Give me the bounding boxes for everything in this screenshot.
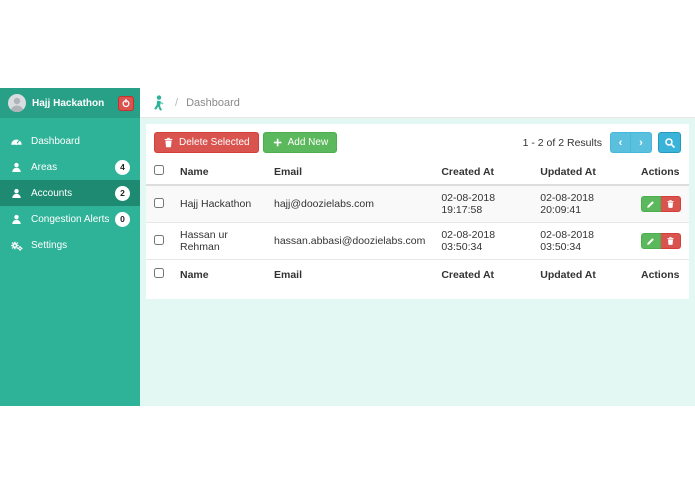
column-footer-updated-at: Updated At: [532, 259, 633, 287]
delete-button[interactable]: [661, 233, 681, 249]
table-row: Hassan ur Rehman hassan.abbasi@doozielab…: [146, 222, 689, 260]
trash-icon: [667, 200, 674, 208]
row-actions: [641, 233, 681, 249]
user-avatar-icon: [10, 97, 24, 112]
cell-email: hassan.abbasi@doozielabs.com: [265, 222, 434, 260]
tachometer-icon: [11, 138, 22, 145]
row-checkbox[interactable]: [154, 197, 164, 208]
sidebar-item-dashboard[interactable]: Dashboard: [0, 128, 140, 154]
breadcrumb-current-page: Dashboard: [186, 96, 240, 109]
cell-name: Hassan ur Rehman: [172, 222, 266, 260]
sidebar-menu: Dashboard Areas 4 Accounts 2: [0, 118, 140, 258]
gears-icon: [11, 241, 23, 251]
column-header-actions: Actions: [633, 159, 689, 186]
pencil-icon: [647, 238, 654, 245]
column-header-email: Email: [265, 159, 434, 186]
row-actions: [641, 196, 681, 212]
row-checkbox[interactable]: [154, 234, 164, 245]
sidebar-item-label: Congestion Alerts: [31, 213, 110, 225]
table-header-row: Name Email Created At Updated At Actions: [146, 159, 689, 186]
results-count: 1 - 2 of 2 Results: [522, 136, 602, 149]
breadcrumb: / Dashboard: [140, 88, 695, 118]
avatar: [8, 94, 26, 112]
plus-icon: [273, 138, 282, 147]
cell-email: hajj@doozielabs.com: [265, 184, 434, 223]
column-header-name: Name: [172, 159, 266, 186]
user-icon: [12, 188, 21, 198]
search-icon: [664, 137, 675, 148]
chevron-left-icon: ‹: [618, 136, 623, 149]
sidebar-item-label: Accounts: [31, 187, 73, 199]
table-row: Hajj Hackathon hajj@doozielabs.com 02-08…: [146, 184, 689, 223]
accounts-count-badge: 2: [115, 185, 130, 201]
user-icon: [12, 214, 21, 224]
search-button[interactable]: [658, 132, 681, 153]
sidebar-item-congestion-alerts[interactable]: Congestion Alerts 0: [0, 206, 140, 232]
delete-button[interactable]: [661, 196, 681, 212]
delete-selected-label: Delete Selected: [179, 137, 250, 148]
table-footer-row: Name Email Created At Updated At Actions: [146, 259, 689, 287]
delete-selected-button[interactable]: Delete Selected: [154, 132, 259, 153]
edit-button[interactable]: [641, 233, 661, 249]
app-logo-icon: [154, 94, 164, 111]
column-header-updated-at: Updated At: [532, 159, 633, 186]
trash-icon: [667, 237, 674, 245]
column-footer-created-at: Created At: [433, 259, 533, 287]
cell-updated-at: 02-08-2018 20:09:41: [532, 184, 633, 223]
trash-icon: [164, 137, 173, 148]
previous-page-button[interactable]: ‹: [610, 132, 631, 153]
select-all-checkbox[interactable]: [154, 165, 164, 175]
power-icon: [122, 98, 130, 108]
sidebar-item-label: Areas: [31, 161, 58, 173]
breadcrumb-separator: /: [175, 96, 179, 109]
sidebar-item-label: Settings: [31, 239, 68, 251]
sidebar-item-label: Dashboard: [31, 135, 80, 147]
column-footer-actions: Actions: [633, 259, 689, 287]
sidebar-item-accounts[interactable]: Accounts 2: [0, 180, 140, 206]
edit-button[interactable]: [641, 196, 661, 212]
cell-created-at: 02-08-2018 03:50:34: [433, 222, 533, 260]
select-all-checkbox[interactable]: [154, 268, 164, 278]
sidebar-username: Hajj Hackathon: [32, 97, 105, 109]
sidebar: Hajj Hackathon Dashboard: [0, 88, 140, 406]
add-new-button[interactable]: Add New: [262, 132, 338, 153]
column-footer-name: Name: [172, 259, 266, 287]
areas-count-badge: 4: [115, 159, 130, 175]
logout-button[interactable]: [118, 95, 134, 111]
column-header-created-at: Created At: [433, 159, 533, 186]
main-content: / Dashboard Delete Selected: [140, 88, 695, 406]
pencil-icon: [647, 201, 654, 208]
column-footer-email: Email: [265, 259, 434, 287]
user-icon: [12, 162, 21, 172]
accounts-table-card: Delete Selected Add New 1 - 2 of 2 Resul…: [146, 124, 689, 299]
cell-created-at: 02-08-2018 19:17:58: [433, 184, 533, 223]
sidebar-item-settings[interactable]: Settings: [0, 232, 140, 258]
add-new-label: Add New: [287, 137, 329, 148]
next-page-button[interactable]: ›: [631, 132, 652, 153]
app-window: Hajj Hackathon Dashboard: [0, 88, 695, 406]
congestion-alerts-count-badge: 0: [115, 211, 130, 227]
toolbar-right: 1 - 2 of 2 Results ‹ ›: [523, 132, 681, 153]
accounts-table: Name Email Created At Updated At Actions…: [146, 159, 689, 287]
cell-name: Hajj Hackathon: [172, 184, 266, 223]
pagination: ‹ ›: [610, 132, 652, 153]
sidebar-item-areas[interactable]: Areas 4: [0, 154, 140, 180]
chevron-right-icon: ›: [639, 136, 643, 149]
table-toolbar: Delete Selected Add New 1 - 2 of 2 Resul…: [146, 124, 689, 159]
cell-updated-at: 02-08-2018 03:50:34: [532, 222, 633, 260]
sidebar-header: Hajj Hackathon: [0, 88, 140, 118]
